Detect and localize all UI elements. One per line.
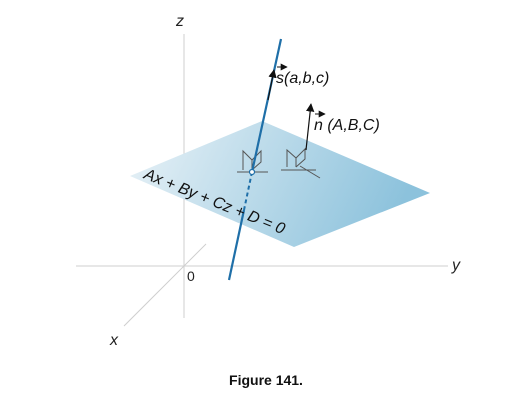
line-lower-segment: [227, 209, 246, 281]
x-axis: [123, 243, 207, 327]
origin-label: 0: [187, 268, 195, 284]
line-upper-segment: [250, 38, 283, 173]
right-angle-marker-normal: [281, 147, 321, 179]
intersection-point: [248, 168, 256, 176]
x-axis-label: x: [109, 332, 119, 349]
y-axis-label: y: [451, 257, 461, 274]
normal-vector-label: n (A,B,C): [314, 117, 380, 134]
z-axis-label: z: [175, 13, 184, 30]
figure-caption: Figure 141.: [229, 372, 303, 388]
direction-vector-label: s(a,b,c): [276, 70, 329, 87]
normal-vector-n: [305, 103, 315, 151]
direction-vector-s: [267, 69, 277, 101]
plane: [130, 121, 430, 247]
